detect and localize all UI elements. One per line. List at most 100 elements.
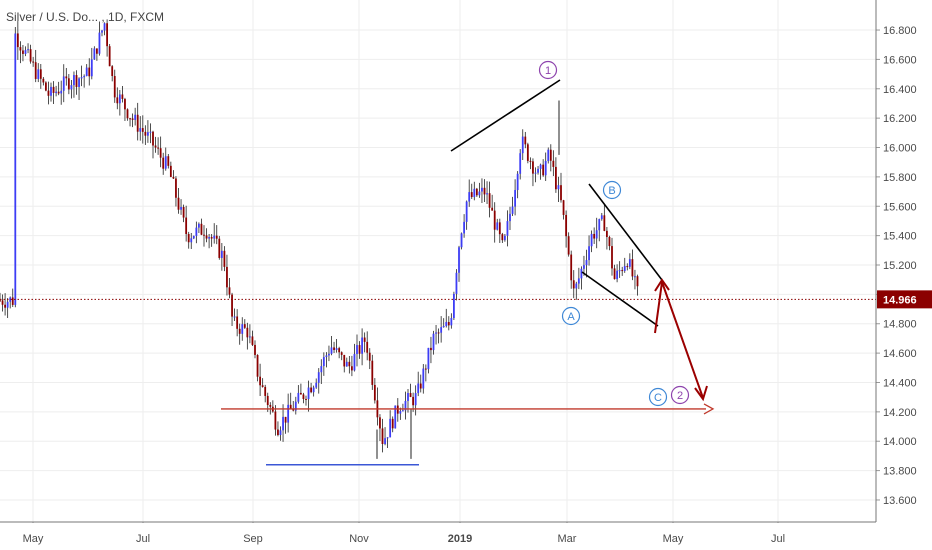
candle-body xyxy=(4,304,6,308)
candle-body xyxy=(200,223,203,235)
candle-body xyxy=(470,192,473,198)
candle-body xyxy=(577,278,580,284)
candle-body xyxy=(595,230,598,239)
candle-body xyxy=(328,353,330,356)
candle-body xyxy=(162,157,165,169)
candle-body xyxy=(486,193,488,195)
candle-body xyxy=(152,131,154,146)
y-tick-label: 15.800 xyxy=(883,172,917,184)
candle-body xyxy=(261,385,264,387)
candle-body xyxy=(118,94,121,104)
candle-body xyxy=(277,429,279,436)
y-tick-label: 16.400 xyxy=(883,84,917,96)
candle-body xyxy=(560,185,562,201)
candle-body xyxy=(307,387,310,400)
candle-body xyxy=(534,172,537,174)
candle-body xyxy=(506,221,509,236)
candle-body xyxy=(37,69,40,79)
candle-body xyxy=(106,23,108,47)
candle-body xyxy=(124,98,126,110)
candle-body xyxy=(6,301,9,308)
candle-body xyxy=(394,405,397,429)
candle-body xyxy=(287,404,290,423)
candle-body xyxy=(565,214,567,237)
wave-label-b-circle xyxy=(602,180,622,200)
candle-body xyxy=(557,185,560,190)
candle-body xyxy=(353,354,356,371)
candle-body xyxy=(83,76,86,78)
candle-body xyxy=(266,395,269,406)
y-tick-label: 14.800 xyxy=(883,319,917,331)
candle-body xyxy=(300,392,302,395)
candle-body xyxy=(606,230,608,237)
candle-body xyxy=(532,161,534,174)
candle-body xyxy=(65,76,68,79)
candle-body xyxy=(180,206,182,210)
candle-body xyxy=(159,148,162,158)
y-tick-label: 13.800 xyxy=(883,466,917,478)
candle-body xyxy=(493,210,496,230)
candle-body xyxy=(208,237,210,239)
target-arrowhead xyxy=(703,403,715,415)
current-price-label: 14.966 xyxy=(883,294,917,306)
candle-body xyxy=(402,410,404,412)
wave-label-a-circle xyxy=(561,306,581,326)
candle-body xyxy=(340,352,343,355)
candle-body xyxy=(496,222,499,230)
candle-body xyxy=(626,266,629,268)
candle-body xyxy=(325,355,328,358)
candle-body xyxy=(205,235,208,239)
candle-body xyxy=(544,161,547,176)
candle-body xyxy=(60,90,63,94)
candle-body xyxy=(414,393,417,406)
candle-body xyxy=(39,69,42,79)
candle-body xyxy=(241,324,244,334)
candle-body xyxy=(67,78,70,90)
candle-body xyxy=(98,32,101,54)
candle-body xyxy=(384,438,386,444)
candle-body xyxy=(373,384,376,401)
candle-body xyxy=(57,91,60,94)
candle-body xyxy=(315,382,318,388)
candle-body xyxy=(282,416,284,431)
candle-body xyxy=(611,246,613,269)
grid xyxy=(0,0,876,522)
candle-body xyxy=(450,318,453,326)
candle-body xyxy=(210,237,213,239)
candle-body xyxy=(396,405,399,414)
forecast-arrowhead-up xyxy=(654,278,670,292)
wave-label-b: B xyxy=(608,185,615,197)
candle-body xyxy=(549,149,552,161)
x-tick-label: May xyxy=(23,533,44,545)
y-tick-label: 14.600 xyxy=(883,348,917,360)
candle-body xyxy=(621,270,624,272)
candle-body xyxy=(310,387,312,393)
candle-body xyxy=(233,316,236,318)
candle-body xyxy=(547,149,550,162)
candle-body xyxy=(409,393,412,397)
candle-body xyxy=(164,156,167,169)
candle-body xyxy=(322,357,325,367)
y-tick-label: 16.000 xyxy=(883,143,917,155)
candle-body xyxy=(111,66,114,77)
candles xyxy=(0,19,639,459)
y-tick-label: 16.800 xyxy=(883,25,917,37)
candle-body xyxy=(498,222,501,235)
candle-body xyxy=(34,62,37,79)
candle-body xyxy=(600,215,603,220)
candle-body xyxy=(361,337,363,354)
candle-body xyxy=(264,386,267,396)
candle-body xyxy=(363,337,366,342)
candle-body xyxy=(572,280,575,289)
candle-body xyxy=(62,76,65,91)
candle-body xyxy=(407,393,409,401)
y-tick-label: 13.600 xyxy=(883,495,917,507)
candle-body xyxy=(358,345,361,354)
candle-body xyxy=(412,396,414,406)
candle-body xyxy=(445,321,448,327)
candle-body xyxy=(580,268,583,279)
candle-body xyxy=(75,75,78,87)
candle-body xyxy=(514,190,516,207)
candle-body xyxy=(141,128,144,132)
